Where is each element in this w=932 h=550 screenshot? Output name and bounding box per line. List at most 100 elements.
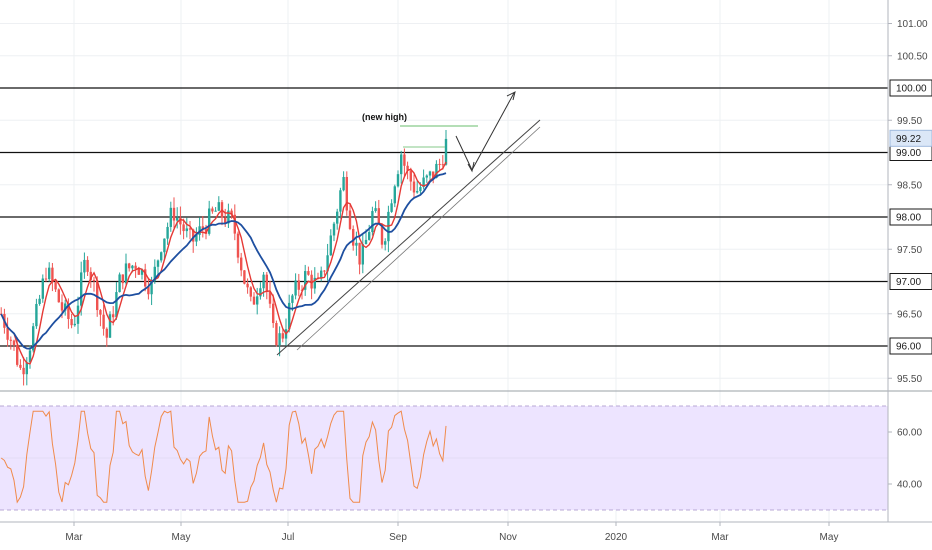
candle-body [224,217,227,224]
rsi-line-layer [0,410,447,504]
candle-body [380,224,384,245]
candle-body [83,259,86,273]
candle-body [444,138,448,165]
rsi-tick-label: 40.00 [897,480,922,491]
candle-body [323,270,326,272]
candle-body [208,208,211,234]
candle-body [86,259,89,272]
candle-body [336,211,339,224]
candle-body [252,296,256,305]
candle-body [403,154,406,166]
candle-body [38,298,41,304]
candle-body [240,257,243,271]
candle-body [99,310,102,315]
candle-body [297,280,300,290]
candle-body [236,233,240,258]
candle-body [364,239,368,245]
ma-fast-line [0,161,447,365]
candle-body [275,323,278,346]
rsi-tick-label: 60.00 [897,428,922,439]
candle-body [25,362,28,375]
x-tick-label: Nov [499,532,517,543]
y-tick-label: 101.00 [897,19,928,30]
candle-body [422,177,425,188]
level-tag-box [889,79,932,97]
candle-body [73,323,76,326]
candle-body [204,229,208,234]
candle-body [246,283,249,288]
candle-body [150,280,153,295]
candle-body [16,345,19,365]
candle-body [89,271,92,280]
candle-body [147,286,150,295]
candle-body [268,291,272,304]
candle-body [121,274,124,284]
level-tag-box [889,273,932,290]
candle-body [80,272,83,306]
candle-body [140,269,144,275]
candle-body [288,302,291,330]
candle-body [179,217,182,225]
y-tick-label: 100.50 [897,51,928,62]
candle-body [307,271,310,275]
current-price-tag-label: 99.22 [896,134,921,145]
candle-body [112,314,115,318]
candle-body [172,207,176,221]
candle-body [51,267,54,283]
candle-body [368,232,371,240]
candle-body [217,202,220,211]
candle-body [108,314,112,338]
candle-body [393,186,396,204]
candle-body [326,255,329,272]
candle-body [134,265,137,269]
candle-body [163,238,166,253]
candle-body [182,224,185,232]
horizontal-levels [0,87,888,347]
candle-body [441,164,444,166]
candle-body [64,303,67,311]
candle-body [416,191,419,193]
candle-body [35,303,38,327]
candle-body [144,269,147,287]
candle-body [384,241,387,245]
candle-body [358,242,361,265]
candle-body [313,277,316,289]
candle-body [156,260,160,267]
x-tick-label: Jul [282,532,295,543]
candle-body [227,210,230,224]
candle-body [412,181,416,193]
candle-body [400,154,403,175]
candle-body [374,208,377,212]
y-tick-label: 99.50 [897,116,922,127]
candle-body [291,295,294,303]
candle-body [329,235,332,256]
level-tag-label: 99.00 [896,148,921,159]
x-tick-label: May [820,532,839,543]
x-tick-label: Mar [65,532,83,543]
y-tick-label: 96.50 [897,309,922,320]
candle-body [438,163,441,165]
candle-body [6,327,9,340]
level-tag-label: 96.00 [896,342,921,353]
candle-body [249,287,252,297]
level-tag-box [889,208,932,226]
candle-body [28,350,32,363]
y-tick-label: 98.50 [897,180,922,191]
candle-body [19,364,22,368]
current-price-tag-box [889,129,932,147]
candle-body [281,333,284,339]
candle-body [48,267,51,280]
candle-body [188,228,192,230]
candle-body [96,280,99,311]
candle-body [272,303,275,324]
candle-body [320,270,323,279]
candle-body [105,328,108,338]
candle-body [355,242,358,246]
candle-body [425,175,428,178]
candle-body [195,234,198,242]
candle-body [294,280,297,296]
candle-body [67,303,70,320]
trendline [276,119,541,356]
candle-body [339,190,342,212]
candle-body [176,217,179,221]
